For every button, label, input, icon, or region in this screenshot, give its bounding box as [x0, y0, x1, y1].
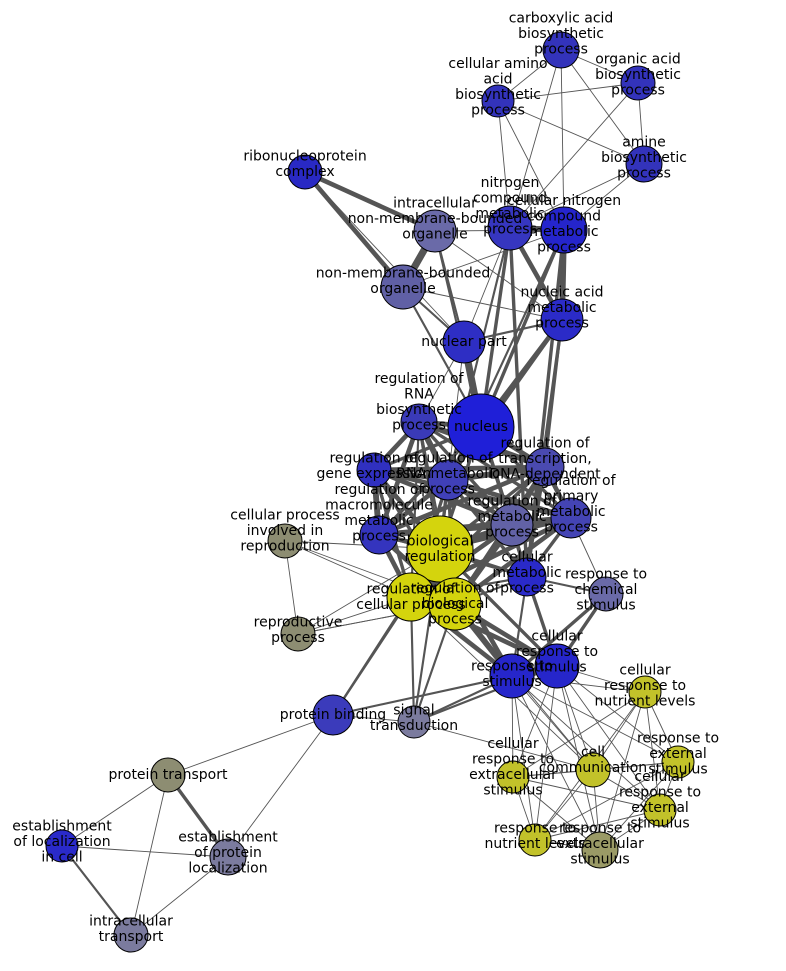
- graph-edge: [497, 100, 565, 231]
- graph-node-regulation-of-gene-expression[interactable]: regulation of gene expression: [356, 452, 392, 488]
- graph-node-intracellular-non-membrane-bounded-organelle[interactable]: intracellular non-membrane-bounded organ…: [413, 209, 457, 253]
- graph-node-cell-communication[interactable]: cell communication: [575, 752, 611, 788]
- graph-node-cellular-response-to-extracellular-stimulus[interactable]: cellular response to extracellular stimu…: [496, 760, 530, 794]
- graph-edge: [560, 49, 565, 231]
- graph-node-regulation-of-rna-biosynthetic-process[interactable]: regulation of RNA biosynthetic process: [400, 403, 438, 441]
- graph-node-regulation-of-biological-process[interactable]: regulation of biological process: [428, 577, 482, 631]
- graph-edge: [497, 100, 645, 165]
- graph-node-cellular-response-to-stimulus[interactable]: cellular response to stimulus: [534, 643, 580, 689]
- graph-edge: [534, 665, 558, 841]
- graph-edge: [227, 714, 334, 858]
- graph-edge: [511, 675, 661, 811]
- graph-edge: [512, 776, 601, 851]
- graph-node-signal-transduction[interactable]: signal transduction: [397, 705, 431, 739]
- graph-edge: [302, 169, 406, 290]
- graph-node-response-to-chemical-stimulus[interactable]: response to chemical stimulus: [588, 576, 624, 612]
- graph-node-response-to-external-stimulus[interactable]: response to external stimulus: [661, 745, 695, 779]
- graph-edge: [412, 664, 559, 724]
- graph-node-establishment-of-protein-localization[interactable]: establishment of protein localization: [209, 838, 247, 876]
- graph-node-organic-acid-biosynthetic-process[interactable]: organic acid biosynthetic process: [620, 65, 656, 101]
- graph-edge: [304, 171, 465, 343]
- graph-node-nucleic-acid-metabolic-process[interactable]: nucleic acid metabolic process: [540, 298, 584, 342]
- graph-edge: [60, 844, 133, 937]
- graph-edge: [130, 856, 229, 936]
- graph-node-response-to-nutrient-levels[interactable]: response to nutrient levels: [518, 823, 552, 857]
- graph-edge: [599, 691, 646, 851]
- graph-node-carboxylic-acid-biosynthetic-process[interactable]: carboxylic acid biosynthetic process: [542, 31, 580, 69]
- graph-node-biological-regulation[interactable]: biological regulation: [406, 515, 474, 583]
- graph-edge: [497, 82, 639, 102]
- graph-node-nitrogen-compound-metabolic-process[interactable]: nitrogen compound metabolic process: [487, 205, 533, 251]
- graph-edge: [512, 776, 661, 811]
- graph-node-regulation-of-transcription-dna-dependent[interactable]: regulation of transcription, DNA-depende…: [525, 447, 565, 487]
- graph-edge: [371, 467, 574, 521]
- graph-edge: [534, 761, 679, 841]
- graph-edge: [402, 286, 563, 321]
- graph-node-nuclear-part[interactable]: nuclear part: [442, 320, 486, 364]
- graph-edge: [61, 774, 169, 847]
- graph-edge: [534, 809, 661, 841]
- graph-node-cellular-response-to-nutrient-levels[interactable]: cellular response to nutrient levels: [628, 675, 662, 709]
- graph-edge: [560, 49, 645, 165]
- graph-node-regulation-of-metabolic-process[interactable]: regulation of metabolic process: [490, 503, 534, 547]
- nodes-layer[interactable]: carboxylic acid biosynthetic process orga…: [45, 31, 695, 953]
- graph-node-amine-biosynthetic-process[interactable]: amine biosynthetic process: [625, 145, 663, 183]
- graph-node-regulation-of-primary-metabolic-process[interactable]: regulation of primary metabolic process: [550, 497, 592, 539]
- graph-node-reproductive-process[interactable]: reproductive process: [280, 616, 316, 652]
- graph-edge: [479, 226, 512, 429]
- graph-node-protein-binding[interactable]: protein binding: [312, 694, 354, 736]
- graph-edge: [556, 665, 661, 811]
- graph-node-cellular-process-involved-in-reproduction[interactable]: cellular process involved in reproductio…: [267, 523, 303, 559]
- graph-edge: [509, 163, 645, 229]
- graph-node-ribonucleoprotein-complex[interactable]: ribonucleoprotein complex: [287, 154, 323, 190]
- graph-edge: [61, 845, 229, 858]
- edges-layer: [60, 49, 679, 937]
- graph-edge: [511, 675, 601, 851]
- graph-node-non-membrane-bounded-organelle[interactable]: non-membrane-bounded organelle: [380, 264, 426, 310]
- graph-edge: [130, 774, 169, 936]
- graph-node-response-to-stimulus[interactable]: response to stimulus: [489, 653, 535, 699]
- graph-edge: [302, 169, 438, 234]
- graph-edge: [512, 691, 646, 778]
- graph-edge: [402, 229, 565, 288]
- graph-edge: [167, 714, 334, 776]
- graph-node-regulation-of-macromolecule-metabolic-process[interactable]: regulation of macromolecule metabolic pr…: [359, 515, 399, 555]
- graph-edge: [511, 675, 536, 841]
- graph-edge: [599, 761, 679, 851]
- graph-node-regulation-of-rna-metabolic-process[interactable]: regulation of RNA metabolic process: [427, 459, 469, 501]
- graph-node-regulation-of-cellular-process[interactable]: regulation of cellular process: [386, 572, 436, 622]
- graph-node-nucleus[interactable]: nucleus: [447, 393, 515, 461]
- graph-edge: [408, 515, 574, 600]
- graph-edge: [556, 665, 601, 851]
- graph-node-cellular-nitrogen-compound-metabolic-process[interactable]: cellular nitrogen compound metabolic pro…: [540, 206, 588, 254]
- graph-node-response-to-extracellular-stimulus[interactable]: response to extracellular stimulus: [581, 831, 619, 869]
- graph-node-cellular-response-to-external-stimulus[interactable]: cellular response to external stimulus: [643, 793, 677, 827]
- graph-node-protein-transport[interactable]: protein transport: [150, 757, 186, 793]
- graph-edge: [556, 665, 679, 763]
- graph-node-establishment-of-localization-in-cell[interactable]: establishment of localization in cell: [45, 829, 79, 863]
- graph-edge: [509, 49, 562, 229]
- graph-node-cellular-metabolic-process[interactable]: cellular metabolic process: [507, 557, 547, 597]
- graph-node-intracellular-transport[interactable]: intracellular transport: [113, 917, 149, 953]
- graph-edge: [644, 691, 661, 811]
- graph-edge: [509, 82, 639, 229]
- graph-node-cellular-amino-acid-biosynthetic-process[interactable]: cellular amino acid biosynthetic process: [481, 84, 515, 118]
- graph-edge: [413, 721, 594, 771]
